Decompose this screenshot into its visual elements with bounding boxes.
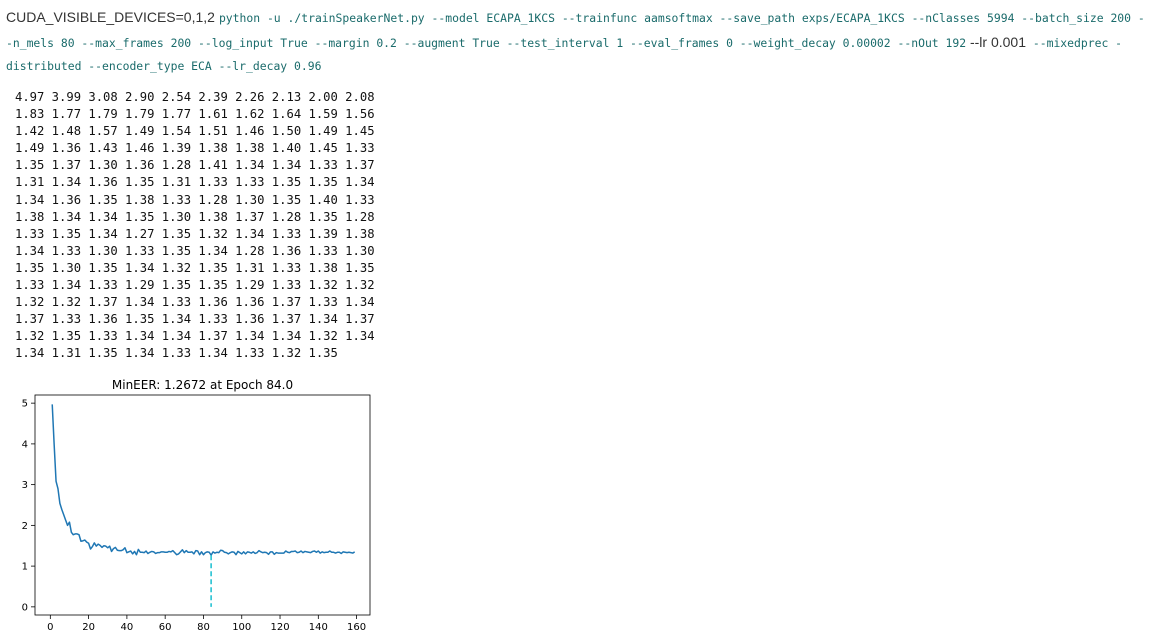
x-tick-label: 80 — [197, 622, 210, 633]
printed-values-row: 4.97 3.99 3.08 2.90 2.54 2.39 2.26 2.13 … — [15, 90, 375, 104]
printed-values-row: 1.34 1.31 1.35 1.34 1.33 1.34 1.33 1.32 … — [15, 346, 338, 361]
eer-line-chart: MinEER: 1.2672 at Epoch 84.00 20 40 60 80 100… — [22, 378, 371, 633]
printed-eer-values: 4.97 3.99 3.08 2.90 2.54 2.39 2.26 2.13 … — [15, 89, 375, 363]
command-args-c: --mixedprec - — [1026, 36, 1123, 50]
y-tick-label: 3 — [22, 480, 28, 491]
printed-values-row: 1.35 1.37 1.30 1.36 1.28 1.41 1.34 1.34 … — [15, 158, 375, 173]
printed-values-row: 1.42 1.48 1.57 1.49 1.54 1.51 1.46 1.50 … — [15, 124, 375, 139]
plot-frame — [34, 394, 371, 616]
y-tick-label: 4 — [22, 439, 28, 450]
y-tick-label: 2 — [22, 521, 28, 532]
command-line-2: -n_mels 80 --max_frames 200 --log_input … — [6, 34, 1166, 52]
chart-title: MinEER: 1.2672 at Epoch 84.0 — [112, 378, 293, 392]
command-args-tail: distributed --encoder_type ECA --lr_deca… — [6, 59, 322, 73]
command-args-a: -n_mels 80 --max_frames 200 --log_input … — [6, 36, 967, 50]
printed-values-row: 1.49 1.36 1.43 1.46 1.39 1.38 1.38 1.40 … — [15, 141, 375, 156]
printed-values-row: 1.31 1.34 1.36 1.35 1.31 1.33 1.33 1.35 … — [15, 175, 375, 190]
printed-values-row: 1.83 1.77 1.79 1.79 1.77 1.61 1.62 1.64 … — [15, 107, 375, 122]
x-tick-label: 0 — [47, 622, 53, 633]
y-tick-label: 5 — [22, 399, 28, 410]
eer-series-line — [51, 404, 356, 556]
printed-values-row: 1.33 1.34 1.33 1.29 1.35 1.35 1.29 1.33 … — [15, 278, 375, 293]
x-tick-label: 140 — [309, 622, 328, 633]
printed-values-row: 1.33 1.35 1.34 1.27 1.35 1.32 1.34 1.33 … — [15, 226, 375, 241]
printed-values-row: 1.34 1.33 1.30 1.33 1.35 1.34 1.28 1.36 … — [15, 243, 375, 258]
x-tick-label: 160 — [347, 622, 366, 633]
command-python-call: python -u ./trainSpeakerNet.py --model E… — [218, 11, 1145, 25]
command-line-3: distributed --encoder_type ECA --lr_deca… — [6, 57, 1166, 75]
printed-values-row: 1.32 1.32 1.37 1.34 1.33 1.36 1.36 1.37 … — [15, 295, 375, 310]
printed-values-row: 1.34 1.36 1.35 1.38 1.33 1.28 1.30 1.35 … — [15, 192, 375, 207]
y-tick-label: 0 — [22, 602, 28, 613]
x-tick-label: 60 — [159, 622, 172, 633]
printed-values-row: 1.37 1.33 1.36 1.35 1.34 1.33 1.36 1.37 … — [15, 312, 375, 327]
y-tick-label: 1 — [22, 562, 28, 573]
x-tick-label: 100 — [232, 622, 251, 633]
command-args-lr: --lr 0.001 — [966, 34, 1027, 50]
command-env-vars: CUDA_VISIBLE_DEVICES=0,1,2 — [6, 9, 215, 25]
command-line-1: CUDA_VISIBLE_DEVICES=0,1,2 python -u ./t… — [6, 9, 1166, 27]
x-tick-label: 40 — [121, 622, 134, 633]
x-tick-label: 20 — [82, 622, 95, 633]
printed-values-row: 1.38 1.34 1.34 1.35 1.30 1.38 1.37 1.28 … — [15, 209, 375, 224]
x-tick-label: 120 — [270, 622, 289, 633]
printed-values-row: 1.32 1.35 1.33 1.34 1.34 1.37 1.34 1.34 … — [15, 329, 375, 344]
printed-values-row: 1.35 1.30 1.35 1.34 1.32 1.35 1.31 1.33 … — [15, 260, 375, 275]
